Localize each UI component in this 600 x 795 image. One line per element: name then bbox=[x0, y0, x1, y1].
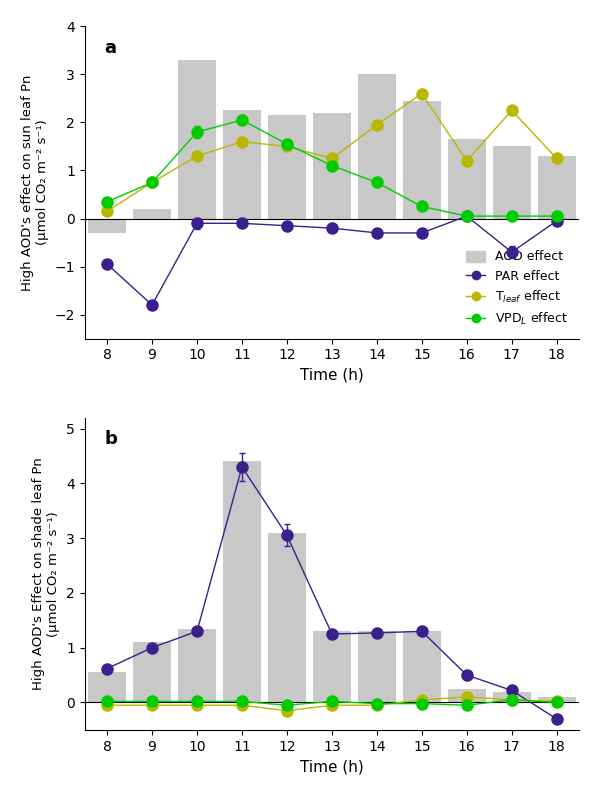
Legend: AOD effect, PAR effect, T$_{leaf}$ effect, VPD$_{L}$ effect: AOD effect, PAR effect, T$_{leaf}$ effec… bbox=[461, 246, 573, 332]
Bar bbox=[538, 697, 576, 703]
Bar bbox=[88, 673, 126, 703]
Bar bbox=[493, 146, 531, 219]
Bar bbox=[178, 629, 216, 703]
Bar bbox=[268, 115, 306, 219]
Bar bbox=[223, 111, 261, 219]
X-axis label: Time (h): Time (h) bbox=[300, 368, 364, 383]
Bar bbox=[313, 113, 351, 219]
Y-axis label: High AOD's effect on sun leaf Pn
(μmol CO₂ m⁻² s⁻¹): High AOD's effect on sun leaf Pn (μmol C… bbox=[21, 74, 49, 291]
Y-axis label: High AOD's Effect on shade leaf Pn
(μmol CO₂ m⁻² s⁻¹): High AOD's Effect on shade leaf Pn (μmol… bbox=[32, 457, 61, 690]
Bar bbox=[448, 139, 486, 219]
Bar bbox=[178, 60, 216, 219]
X-axis label: Time (h): Time (h) bbox=[300, 759, 364, 774]
Bar bbox=[223, 461, 261, 703]
Bar bbox=[313, 631, 351, 703]
Text: b: b bbox=[104, 430, 117, 448]
Bar bbox=[133, 642, 171, 703]
Bar bbox=[403, 631, 441, 703]
Bar bbox=[538, 156, 576, 219]
Bar bbox=[493, 692, 531, 703]
Bar bbox=[403, 101, 441, 219]
Text: a: a bbox=[104, 39, 116, 56]
Bar bbox=[133, 209, 171, 219]
Bar bbox=[448, 688, 486, 703]
Bar bbox=[358, 75, 396, 219]
Bar bbox=[268, 533, 306, 703]
Bar bbox=[88, 219, 126, 233]
Bar bbox=[358, 631, 396, 703]
